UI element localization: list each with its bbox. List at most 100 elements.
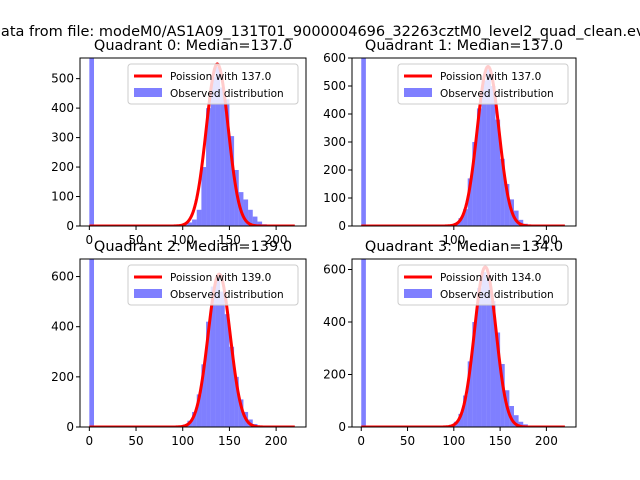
- legend: Poission with 137.0 Observed distribution: [397, 63, 569, 105]
- x-tick-label: 0: [86, 434, 94, 448]
- x-tick-label: 200: [535, 434, 558, 448]
- histogram-bar: [215, 276, 221, 427]
- histogram-bar: [467, 178, 473, 226]
- histogram-bar: [220, 87, 225, 226]
- y-tick-label: 0: [66, 420, 74, 434]
- y-tick-label: 200: [323, 163, 346, 177]
- x-tick-label: 150: [489, 434, 512, 448]
- histogram-bar: [192, 219, 197, 226]
- legend-hist-label: Observed distribution: [440, 289, 554, 301]
- plot-data-layer: [360, 259, 566, 427]
- x-tick-label: 100: [442, 233, 465, 247]
- histogram-bar: [463, 395, 468, 427]
- legend-fit-label: Poission with 134.0: [440, 272, 541, 284]
- x-tick-label: 200: [265, 434, 288, 448]
- y-tick-label: 0: [338, 420, 346, 434]
- histogram-bar: [252, 216, 258, 226]
- histogram-bar: [500, 364, 505, 427]
- histogram-bar: [201, 167, 207, 226]
- histogram-bar: [481, 272, 487, 427]
- legend-fit-label: Poission with 137.0: [170, 71, 271, 83]
- legend-hist-swatch: [134, 88, 162, 97]
- y-tick-label: 400: [323, 107, 346, 121]
- histogram-bar: [490, 86, 496, 226]
- histogram-bar: [458, 218, 464, 226]
- y-tick-label: 0: [66, 219, 74, 233]
- y-tick-label: 400: [51, 320, 74, 334]
- legend-frame: [397, 63, 569, 105]
- histogram-bar: [229, 136, 235, 226]
- y-tick-label: 400: [51, 101, 74, 115]
- histogram-bar: [361, 259, 366, 427]
- histogram-bar: [220, 291, 225, 427]
- plot-data-layer: [360, 58, 566, 226]
- x-tick-label: 100: [442, 434, 465, 448]
- histogram-bar: [463, 209, 468, 226]
- legend-hist-label: Observed distribution: [170, 289, 284, 301]
- histogram-bar: [234, 376, 239, 427]
- y-tick-label: 100: [323, 191, 346, 205]
- y-tick-label: 500: [323, 79, 346, 93]
- x-tick-label: 0: [357, 434, 365, 448]
- histogram-bar: [481, 80, 487, 226]
- subplot-quadrant-1: 0 100 200 300 400 500 600 100 200 Quadrant 1: Med…: [323, 38, 577, 247]
- axes-frame: [79, 57, 307, 227]
- histogram-bar: [476, 287, 482, 427]
- histogram-bar: [486, 280, 491, 427]
- y-tick-label: 600: [323, 263, 346, 277]
- histogram-bar: [89, 259, 95, 427]
- y-tick-label: 500: [51, 72, 74, 86]
- y-tick-label: 300: [323, 135, 346, 149]
- histogram-bar: [238, 399, 244, 427]
- legend: Poission with 139.0 Observed distribution: [127, 264, 299, 306]
- histogram-bar: [467, 361, 473, 427]
- histogram-bar: [472, 142, 477, 226]
- legend-frame: [397, 264, 569, 306]
- subplot-title: Quadrant 3: Median=134.0: [365, 239, 563, 255]
- histogram-bar: [476, 108, 482, 226]
- axes-frame: [351, 258, 577, 428]
- histogram-bar: [504, 184, 510, 226]
- legend: Poission with 137.0 Observed distribution: [127, 63, 299, 105]
- y-tick-label: 200: [51, 160, 74, 174]
- histogram-bar: [224, 99, 230, 226]
- legend: Poission with 134.0 Observed distribution: [397, 264, 569, 306]
- y-tick-label: 100: [51, 190, 74, 204]
- legend-hist-label: Observed distribution: [440, 88, 554, 100]
- x-tick-label: 200: [535, 233, 558, 247]
- x-tick-label: 100: [171, 434, 194, 448]
- subplot-title: Quadrant 2: Median=139.0: [94, 239, 292, 255]
- subplot-quadrant-2: 0 200 400 600 0 50 100 150 200 Quadrant 2: Median…: [51, 239, 307, 448]
- x-tick-label: 0: [86, 233, 94, 247]
- histogram-bar: [187, 222, 193, 226]
- figure-suptitle: Data from file: modeM0/AS1A09_131T01_900…: [0, 24, 640, 40]
- histogram-bar: [192, 411, 197, 427]
- histogram-bar: [495, 119, 501, 226]
- x-tick-label: 100: [171, 233, 194, 247]
- x-tick-label: 150: [218, 233, 241, 247]
- y-tick-label: 200: [323, 368, 346, 382]
- histogram-bar: [224, 314, 230, 427]
- histogram-bar: [210, 77, 216, 226]
- x-tick-label: 50: [400, 434, 415, 448]
- histogram-bar: [206, 108, 211, 226]
- x-tick-label: 50: [128, 233, 143, 247]
- legend-fit-label: Poission with 137.0: [440, 71, 541, 83]
- legend-hist-swatch: [134, 289, 162, 298]
- y-tick-label: 600: [51, 270, 74, 284]
- y-tick-label: 200: [51, 370, 74, 384]
- histogram-bar: [210, 286, 216, 427]
- histogram-bar: [248, 209, 253, 226]
- histogram-bar: [89, 58, 95, 226]
- histogram-bar: [201, 364, 207, 427]
- histogram-bar: [486, 69, 491, 226]
- y-tick-label: 400: [323, 315, 346, 329]
- y-tick-label: 600: [323, 51, 346, 65]
- subplot-quadrant-3: 0 200 400 600 0 50 100 150 200 Quadrant 3: Median…: [323, 239, 577, 448]
- subplot-quadrant-0: 0 100 200 300 400 500 0 50 100 150 200 Quadrant 0: …: [51, 38, 307, 247]
- histogram-bar: [518, 421, 524, 427]
- x-tick-label: 150: [218, 434, 241, 448]
- subplot-title: Quadrant 0: Median=137.0: [94, 38, 292, 54]
- histogram-bar: [257, 221, 263, 226]
- legend-fit-label: Poission with 139.0: [170, 272, 271, 284]
